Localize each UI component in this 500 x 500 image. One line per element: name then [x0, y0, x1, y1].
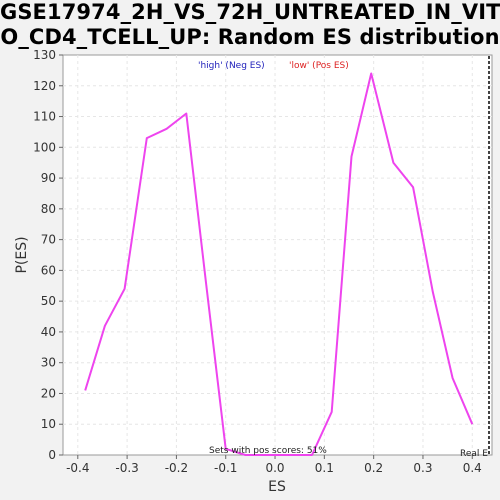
y-tick-label: 0 [48, 448, 56, 462]
x-tick-label: -0.4 [66, 461, 89, 475]
y-tick-label: 40 [41, 325, 56, 339]
y-tick-label: 30 [41, 356, 56, 370]
legend-high: 'high' (Neg ES) [198, 61, 265, 71]
x-axis-ticks: -0.4 -0.3 -0.2 -0.1 0.0 0.1 0.2 0.3 0.4 [66, 455, 482, 475]
y-axis-title: P(ES) [14, 236, 30, 273]
x-tick-label: -0.1 [214, 461, 237, 475]
legend-low: 'low' (Pos ES) [289, 61, 349, 71]
y-tick-label: 50 [41, 294, 56, 308]
plot-background [62, 54, 493, 456]
real-es-label: Real E [460, 449, 488, 459]
y-tick-label: 120 [33, 79, 56, 93]
y-tick-label: 90 [41, 171, 56, 185]
y-tick-label: 110 [33, 110, 56, 124]
x-axis-title: ES [268, 479, 286, 495]
y-tick-label: 100 [33, 140, 56, 154]
x-tick-label: 0.3 [413, 461, 432, 475]
chart-title-line-2: O_CD4_TCELL_UP: Random ES distribution [0, 25, 500, 49]
x-tick-label: 0.0 [265, 461, 284, 475]
chart-title-line-1: GSE17974_2H_VS_72H_UNTREATED_IN_VITR [0, 0, 500, 24]
y-tick-label: 130 [33, 48, 56, 62]
es-distribution-line [84, 72, 474, 456]
x-tick-label: -0.3 [115, 461, 138, 475]
y-tick-label: 70 [41, 233, 56, 247]
y-tick-label: 60 [41, 263, 56, 277]
chart-title: GSE17974_2H_VS_72H_UNTREATED_IN_VITR O_C… [0, 0, 500, 50]
x-tick-label: -0.2 [165, 461, 188, 475]
pos-scores-annotation: Sets with pos scores: 51% [209, 446, 327, 456]
x-tick-label: 0.4 [463, 461, 482, 475]
y-axis-ticks: 0 10 20 30 40 50 60 70 80 90 100 110 120 130 [33, 48, 63, 462]
y-tick-label: 10 [41, 417, 56, 431]
y-tick-label: 80 [41, 202, 56, 216]
x-tick-label: 0.1 [315, 461, 334, 475]
x-tick-label: 0.2 [364, 461, 383, 475]
y-tick-label: 20 [41, 386, 56, 400]
